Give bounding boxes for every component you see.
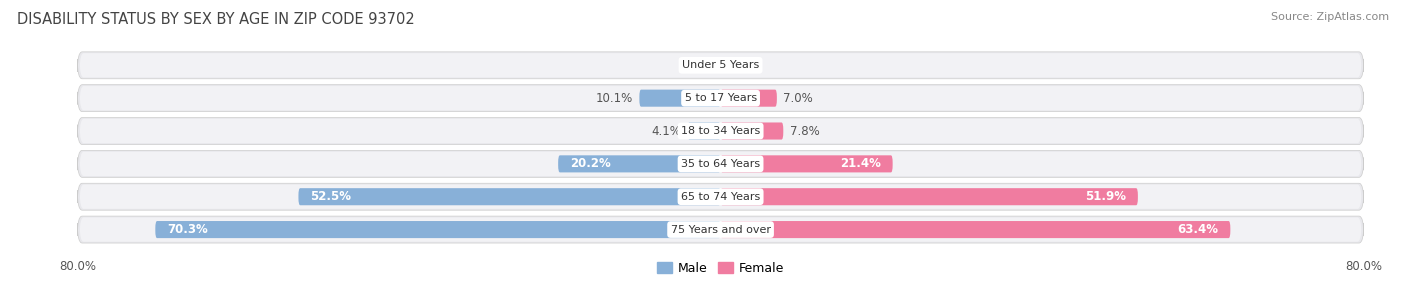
Text: 63.4%: 63.4% [1177,223,1218,236]
FancyBboxPatch shape [155,221,721,238]
Text: 35 to 64 Years: 35 to 64 Years [681,159,761,169]
FancyBboxPatch shape [298,188,721,205]
Text: 0.0%: 0.0% [727,59,756,72]
Text: 7.0%: 7.0% [783,92,813,105]
Text: 0.0%: 0.0% [685,59,714,72]
FancyBboxPatch shape [721,123,783,140]
FancyBboxPatch shape [80,217,1361,242]
FancyBboxPatch shape [77,216,1364,243]
Text: 10.1%: 10.1% [596,92,633,105]
Text: 51.9%: 51.9% [1085,190,1126,203]
FancyBboxPatch shape [80,119,1361,143]
Text: 21.4%: 21.4% [839,157,880,170]
FancyBboxPatch shape [77,85,1364,112]
Legend: Male, Female: Male, Female [652,257,789,280]
FancyBboxPatch shape [721,155,893,172]
FancyBboxPatch shape [558,155,721,172]
FancyBboxPatch shape [721,221,1230,238]
Text: 4.1%: 4.1% [651,125,681,137]
FancyBboxPatch shape [77,52,1364,79]
FancyBboxPatch shape [640,90,721,107]
Text: 65 to 74 Years: 65 to 74 Years [681,192,761,202]
FancyBboxPatch shape [80,86,1361,110]
FancyBboxPatch shape [721,90,778,107]
FancyBboxPatch shape [77,183,1364,210]
FancyBboxPatch shape [688,123,721,140]
Text: 52.5%: 52.5% [311,190,352,203]
Text: Source: ZipAtlas.com: Source: ZipAtlas.com [1271,12,1389,22]
FancyBboxPatch shape [80,152,1361,176]
FancyBboxPatch shape [80,53,1361,78]
Text: 7.8%: 7.8% [790,125,820,137]
FancyBboxPatch shape [77,150,1364,177]
Text: 70.3%: 70.3% [167,223,208,236]
Text: 18 to 34 Years: 18 to 34 Years [681,126,761,136]
Text: Under 5 Years: Under 5 Years [682,60,759,70]
Text: DISABILITY STATUS BY SEX BY AGE IN ZIP CODE 93702: DISABILITY STATUS BY SEX BY AGE IN ZIP C… [17,12,415,27]
Text: 20.2%: 20.2% [571,157,612,170]
FancyBboxPatch shape [77,118,1364,144]
FancyBboxPatch shape [721,188,1137,205]
Text: 75 Years and over: 75 Years and over [671,225,770,235]
FancyBboxPatch shape [80,185,1361,209]
Text: 5 to 17 Years: 5 to 17 Years [685,93,756,103]
